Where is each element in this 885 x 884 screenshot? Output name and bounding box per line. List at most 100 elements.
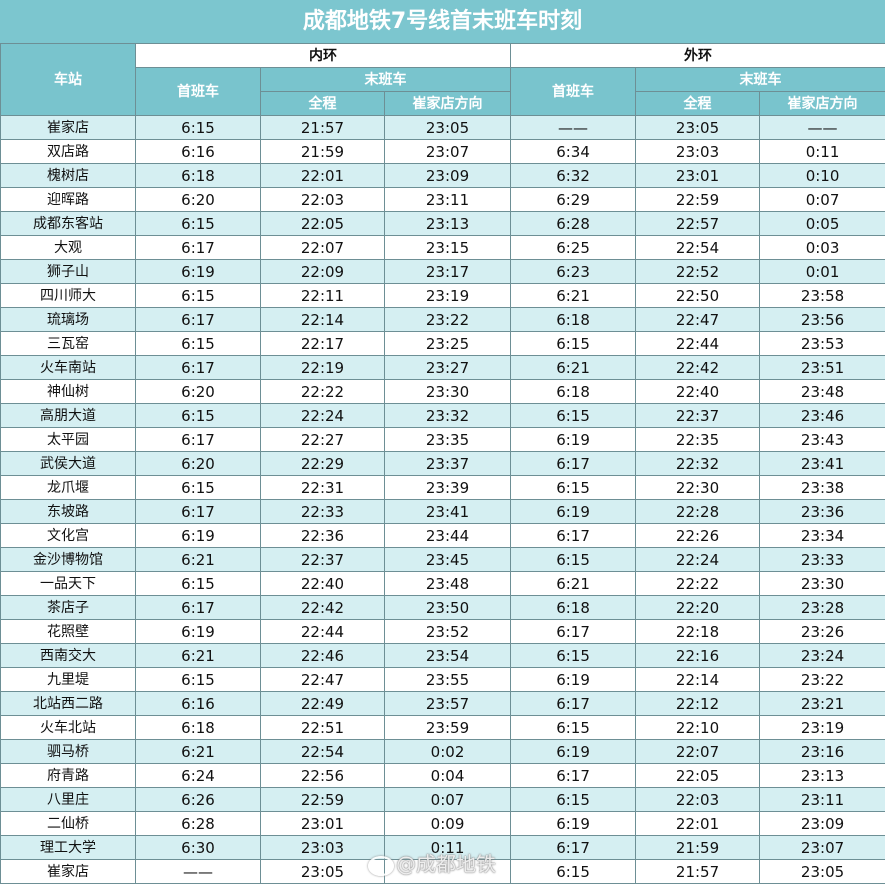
outer-first-train-cell: 6:19 bbox=[510, 811, 637, 836]
inner-first-train-cell: 6:16 bbox=[135, 691, 261, 716]
outer-last-cuijiadian-cell: 23:07 bbox=[759, 835, 885, 860]
inner-first-train-cell: 6:26 bbox=[135, 787, 261, 812]
outer-last-cuijiadian-cell: —— bbox=[759, 115, 885, 140]
station-name-cell: 武侯大道 bbox=[0, 451, 136, 476]
outer-last-cuijiadian-cell: 23:16 bbox=[759, 739, 885, 764]
outer-last-cuijiadian-cell: 0:05 bbox=[759, 211, 885, 236]
inner-first-train-cell: 6:17 bbox=[135, 595, 261, 620]
table-row: 琉璃场 6:17 22:14 23:22 6:18 22:47 23:56 bbox=[0, 307, 885, 332]
outer-last-cuijiadian-cell: 0:01 bbox=[759, 259, 885, 284]
station-name-cell: 驷马桥 bbox=[0, 739, 136, 764]
outer-last-cuijiadian-cell: 23:41 bbox=[759, 451, 885, 476]
station-name-cell: 八里庄 bbox=[0, 787, 136, 812]
station-name-cell: 文化宫 bbox=[0, 523, 136, 548]
outer-last-cuijiadian-cell: 23:46 bbox=[759, 403, 885, 428]
inner-last-cuijiadian-cell: 23:45 bbox=[383, 547, 512, 572]
inner-last-full-cell: 23:03 bbox=[260, 835, 385, 860]
inner-first-train-cell: 6:17 bbox=[135, 307, 261, 332]
inner-last-full-cell: 22:49 bbox=[260, 691, 385, 716]
station-name-cell: 北站西二路 bbox=[0, 691, 136, 716]
inner-last-full-cell: 23:05 bbox=[260, 859, 385, 884]
table-row: 一品天下 6:15 22:40 23:48 6:21 22:22 23:30 bbox=[0, 571, 885, 596]
outer-last-cuijiadian-cell: 23:26 bbox=[759, 619, 885, 644]
inner-last-full-cell: 22:01 bbox=[260, 163, 385, 188]
table-body: 崔家店 6:15 21:57 23:05 —— 23:05 —— 双店路 6:16 21:59 23… bbox=[0, 115, 885, 884]
outer-last-cuijiadian-cell: 0:07 bbox=[759, 187, 885, 212]
outer-first-train-cell: 6:15 bbox=[510, 859, 637, 884]
table-row: 武侯大道 6:20 22:29 23:37 6:17 22:32 23:41 bbox=[0, 451, 885, 476]
outer-first-train-cell: 6:17 bbox=[510, 619, 637, 644]
outer-last-cuijiadian-cell: 23:28 bbox=[759, 595, 885, 620]
inner-last-cuijiadian-cell: 23:11 bbox=[383, 187, 512, 212]
outer-last-full-cell: 22:54 bbox=[635, 235, 761, 260]
header-inner-loop: 内环 bbox=[134, 43, 512, 68]
inner-first-train-cell: 6:16 bbox=[135, 139, 261, 164]
inner-last-full-cell: 22:07 bbox=[260, 235, 385, 260]
outer-last-full-cell: 22:05 bbox=[635, 763, 761, 788]
inner-last-full-cell: 21:59 bbox=[260, 139, 385, 164]
station-name-cell: 成都东客站 bbox=[0, 211, 136, 236]
inner-last-full-cell: 22:33 bbox=[260, 499, 385, 524]
table-row: 龙爪堰 6:15 22:31 23:39 6:15 22:30 23:38 bbox=[0, 475, 885, 500]
outer-last-full-cell: 22:47 bbox=[635, 307, 761, 332]
inner-first-train-cell: 6:15 bbox=[135, 331, 261, 356]
station-name-cell: 太平园 bbox=[0, 427, 136, 452]
station-name-cell: 崔家店 bbox=[0, 859, 136, 884]
inner-last-cuijiadian-cell: 23:19 bbox=[383, 283, 512, 308]
table-row: 八里庄 6:26 22:59 0:07 6:15 22:03 23:11 bbox=[0, 787, 885, 812]
inner-first-train-cell: 6:28 bbox=[135, 811, 261, 836]
station-name-cell: 迎晖路 bbox=[0, 187, 136, 212]
outer-first-train-cell: 6:19 bbox=[510, 499, 637, 524]
inner-last-full-cell: 21:57 bbox=[260, 115, 385, 140]
outer-last-cuijiadian-cell: 23:36 bbox=[759, 499, 885, 524]
station-name-cell: 一品天下 bbox=[0, 571, 136, 596]
inner-last-full-cell: 22:36 bbox=[260, 523, 385, 548]
table-row: 文化宫 6:19 22:36 23:44 6:17 22:26 23:34 bbox=[0, 523, 885, 548]
table-row: 西南交大 6:21 22:46 23:54 6:15 22:16 23:24 bbox=[0, 643, 885, 668]
header-inner-cuijiadian-direction: 崔家店方向 bbox=[383, 91, 512, 116]
outer-last-full-cell: 22:50 bbox=[635, 283, 761, 308]
inner-first-train-cell: 6:21 bbox=[135, 739, 261, 764]
inner-last-cuijiadian-cell: 23:37 bbox=[383, 451, 512, 476]
inner-first-train-cell: —— bbox=[135, 859, 261, 884]
table-row: 九里堤 6:15 22:47 23:55 6:19 22:14 23:22 bbox=[0, 667, 885, 692]
outer-first-train-cell: 6:29 bbox=[510, 187, 637, 212]
outer-last-full-cell: 23:05 bbox=[635, 115, 761, 140]
outer-last-cuijiadian-cell: 23:58 bbox=[759, 283, 885, 308]
table-row: 火车南站 6:17 22:19 23:27 6:21 22:42 23:51 bbox=[0, 355, 885, 380]
inner-first-train-cell: 6:30 bbox=[135, 835, 261, 860]
outer-last-full-cell: 22:28 bbox=[635, 499, 761, 524]
inner-last-full-cell: 22:03 bbox=[260, 187, 385, 212]
inner-first-train-cell: 6:17 bbox=[135, 427, 261, 452]
inner-last-full-cell: 22:56 bbox=[260, 763, 385, 788]
outer-last-full-cell: 22:40 bbox=[635, 379, 761, 404]
inner-first-train-cell: 6:15 bbox=[135, 403, 261, 428]
outer-first-train-cell: 6:23 bbox=[510, 259, 637, 284]
outer-first-train-cell: 6:34 bbox=[510, 139, 637, 164]
outer-last-full-cell: 22:42 bbox=[635, 355, 761, 380]
table-row: 槐树店 6:18 22:01 23:09 6:32 23:01 0:10 bbox=[0, 163, 885, 188]
outer-first-train-cell: 6:19 bbox=[510, 739, 637, 764]
inner-last-full-cell: 22:44 bbox=[260, 619, 385, 644]
table-row: 金沙博物馆 6:21 22:37 23:45 6:15 22:24 23:33 bbox=[0, 547, 885, 572]
inner-first-train-cell: 6:17 bbox=[135, 355, 261, 380]
station-name-cell: 东坡路 bbox=[0, 499, 136, 524]
inner-last-cuijiadian-cell: 0:04 bbox=[383, 763, 512, 788]
inner-last-full-cell: 22:29 bbox=[260, 451, 385, 476]
station-name-cell: 琉璃场 bbox=[0, 307, 136, 332]
inner-last-cuijiadian-cell: 0:07 bbox=[383, 787, 512, 812]
outer-last-cuijiadian-cell: 23:56 bbox=[759, 307, 885, 332]
inner-last-cuijiadian-cell: 23:32 bbox=[383, 403, 512, 428]
header-inner-full-route: 全程 bbox=[260, 91, 385, 116]
outer-last-full-cell: 22:18 bbox=[635, 619, 761, 644]
table-row: 茶店子 6:17 22:42 23:50 6:18 22:20 23:28 bbox=[0, 595, 885, 620]
outer-last-cuijiadian-cell: 0:03 bbox=[759, 235, 885, 260]
table-row: 大观 6:17 22:07 23:15 6:25 22:54 0:03 bbox=[0, 235, 885, 260]
outer-last-cuijiadian-cell: 23:38 bbox=[759, 475, 885, 500]
outer-last-full-cell: 22:16 bbox=[635, 643, 761, 668]
outer-last-full-cell: 22:32 bbox=[635, 451, 761, 476]
inner-first-train-cell: 6:20 bbox=[135, 451, 261, 476]
outer-last-full-cell: 22:24 bbox=[635, 547, 761, 572]
station-name-cell: 火车南站 bbox=[0, 355, 136, 380]
outer-last-cuijiadian-cell: 23:13 bbox=[759, 763, 885, 788]
